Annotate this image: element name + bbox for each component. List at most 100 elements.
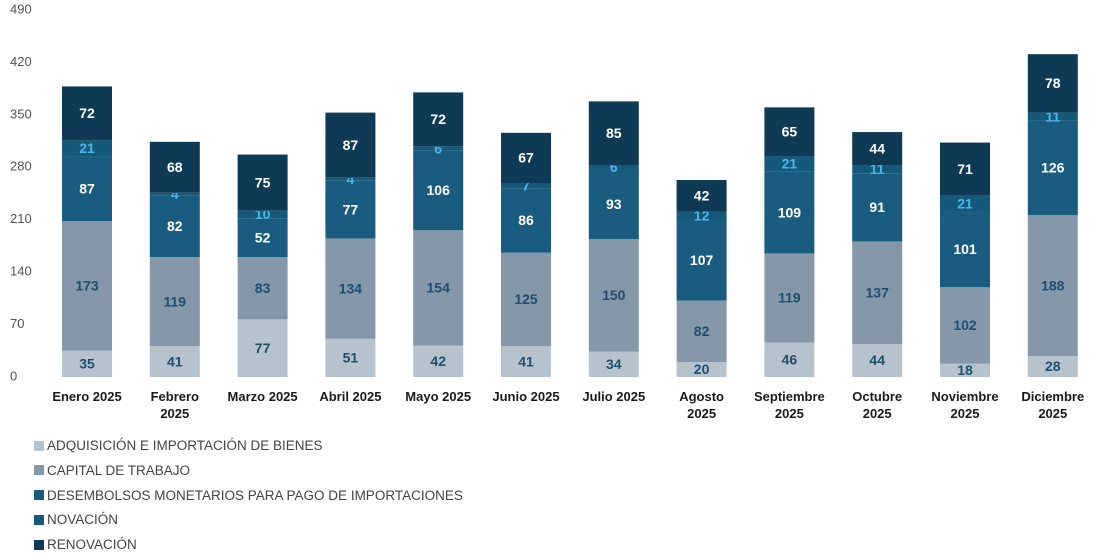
value-label: 41 (518, 353, 534, 369)
bar-segment (940, 195, 990, 212)
bar-segment (852, 241, 903, 345)
legend-item: CAPITAL DE TRABAJO (34, 463, 190, 478)
legend-label: CAPITAL DE TRABAJO (47, 462, 191, 478)
legend-item: RENOVACIÓN (34, 537, 137, 552)
value-label: 21 (79, 140, 95, 156)
value-label: 20 (694, 361, 710, 377)
bar-segment (62, 156, 112, 222)
value-label: 51 (343, 350, 359, 366)
value-label: 101 (953, 241, 977, 257)
legend-item: NOVACIÓN (34, 512, 118, 527)
value-label: 7 (522, 177, 530, 193)
bar-segment (501, 183, 551, 189)
bar-segment (501, 346, 551, 377)
legend-label: ADQUISICIÓN E IMPORTACIÓN DE BIENES (47, 438, 323, 453)
value-label: 46 (782, 351, 798, 367)
bar-segment (1027, 120, 1078, 216)
y-tick-label: 0 (10, 368, 17, 383)
x-tick-label: Mayo 2025 (405, 389, 472, 404)
x-tick-label: Junio 2025 (492, 389, 560, 404)
value-label: 173 (75, 278, 99, 294)
bar-segment (764, 342, 815, 377)
value-label: 87 (79, 180, 95, 196)
value-label: 4 (171, 186, 179, 202)
bar-segment (237, 218, 288, 258)
legend-swatch (34, 440, 44, 451)
value-label: 42 (430, 353, 446, 369)
value-label: 134 (339, 280, 363, 296)
value-label: 52 (255, 229, 271, 245)
y-tick-label: 420 (10, 54, 32, 69)
y-tick-label: 350 (10, 106, 32, 121)
value-label: 93 (606, 196, 622, 212)
bar-segment (149, 195, 200, 258)
bar-segment (764, 156, 815, 172)
legend-label: RENOVACIÓN (47, 537, 137, 553)
bar-segment (413, 92, 464, 147)
x-tick-label: Julio 2025 (582, 389, 646, 404)
value-label: 28 (1045, 358, 1061, 374)
bar-segment (852, 344, 903, 377)
bar-segment (501, 252, 551, 347)
legend-item: ADQUISICIÓN E IMPORTACIÓN DE BIENES (34, 438, 323, 453)
bar-segment (325, 177, 376, 181)
bar-segment (1027, 54, 1078, 113)
value-label: 137 (866, 284, 890, 300)
value-label: 72 (430, 111, 446, 127)
value-label: 87 (343, 137, 359, 153)
value-label: 82 (167, 218, 183, 234)
bar-segment (501, 132, 551, 184)
bar-segment (325, 180, 376, 239)
y-tick-label: 210 (10, 211, 32, 226)
bar-segment (676, 180, 727, 212)
bar-segment (676, 220, 727, 301)
value-label: 4 (347, 171, 355, 187)
value-label: 85 (606, 125, 622, 141)
x-tick-label: Abril 2025 (319, 389, 382, 404)
bar-segment (62, 350, 112, 377)
value-label: 78 (1045, 75, 1061, 91)
bar-segment (62, 140, 112, 157)
value-label: 102 (953, 317, 977, 333)
bar-segment (325, 338, 376, 377)
bar-segment (1027, 356, 1078, 377)
bar-segment (413, 150, 464, 231)
bar-segment (940, 211, 990, 288)
bar-segment (1027, 215, 1078, 357)
bar-segment (852, 132, 903, 166)
bar-segment (1027, 112, 1078, 121)
bar-segment (237, 319, 288, 377)
value-label: 109 (778, 204, 802, 220)
value-label: 12 (694, 208, 710, 224)
bar-segment (588, 101, 639, 166)
legend-swatch (34, 539, 44, 550)
x-tick-label: Enero 2025 (52, 389, 122, 404)
bar-segment (149, 141, 200, 193)
y-tick-label: 70 (10, 316, 24, 331)
y-tick-label: 490 (10, 1, 32, 16)
value-label: 67 (518, 150, 534, 166)
value-label: 77 (343, 201, 359, 217)
value-label: 125 (514, 291, 538, 307)
value-label: 75 (255, 174, 271, 190)
bar-segment (588, 165, 639, 170)
value-label: 119 (164, 293, 187, 309)
value-label: 41 (167, 353, 183, 369)
x-tick-label: Agosto 2025 (679, 389, 724, 421)
value-label: 107 (690, 252, 714, 268)
x-tick-label: Febrero 2025 (150, 389, 199, 421)
bar-segment (764, 171, 815, 254)
value-label: 18 (957, 362, 973, 378)
x-tick-label: Diciembre 2025 (1021, 389, 1085, 421)
bar-segment (940, 287, 990, 364)
value-label: 154 (427, 280, 451, 296)
value-label: 6 (434, 140, 442, 156)
value-label: 82 (694, 323, 710, 339)
bar-segment (325, 112, 376, 178)
value-label: 91 (869, 199, 885, 215)
bar-segment (62, 221, 112, 351)
x-tick-label: Marzo 2025 (227, 389, 298, 404)
bar-segment (149, 257, 200, 347)
value-label: 21 (957, 195, 973, 211)
